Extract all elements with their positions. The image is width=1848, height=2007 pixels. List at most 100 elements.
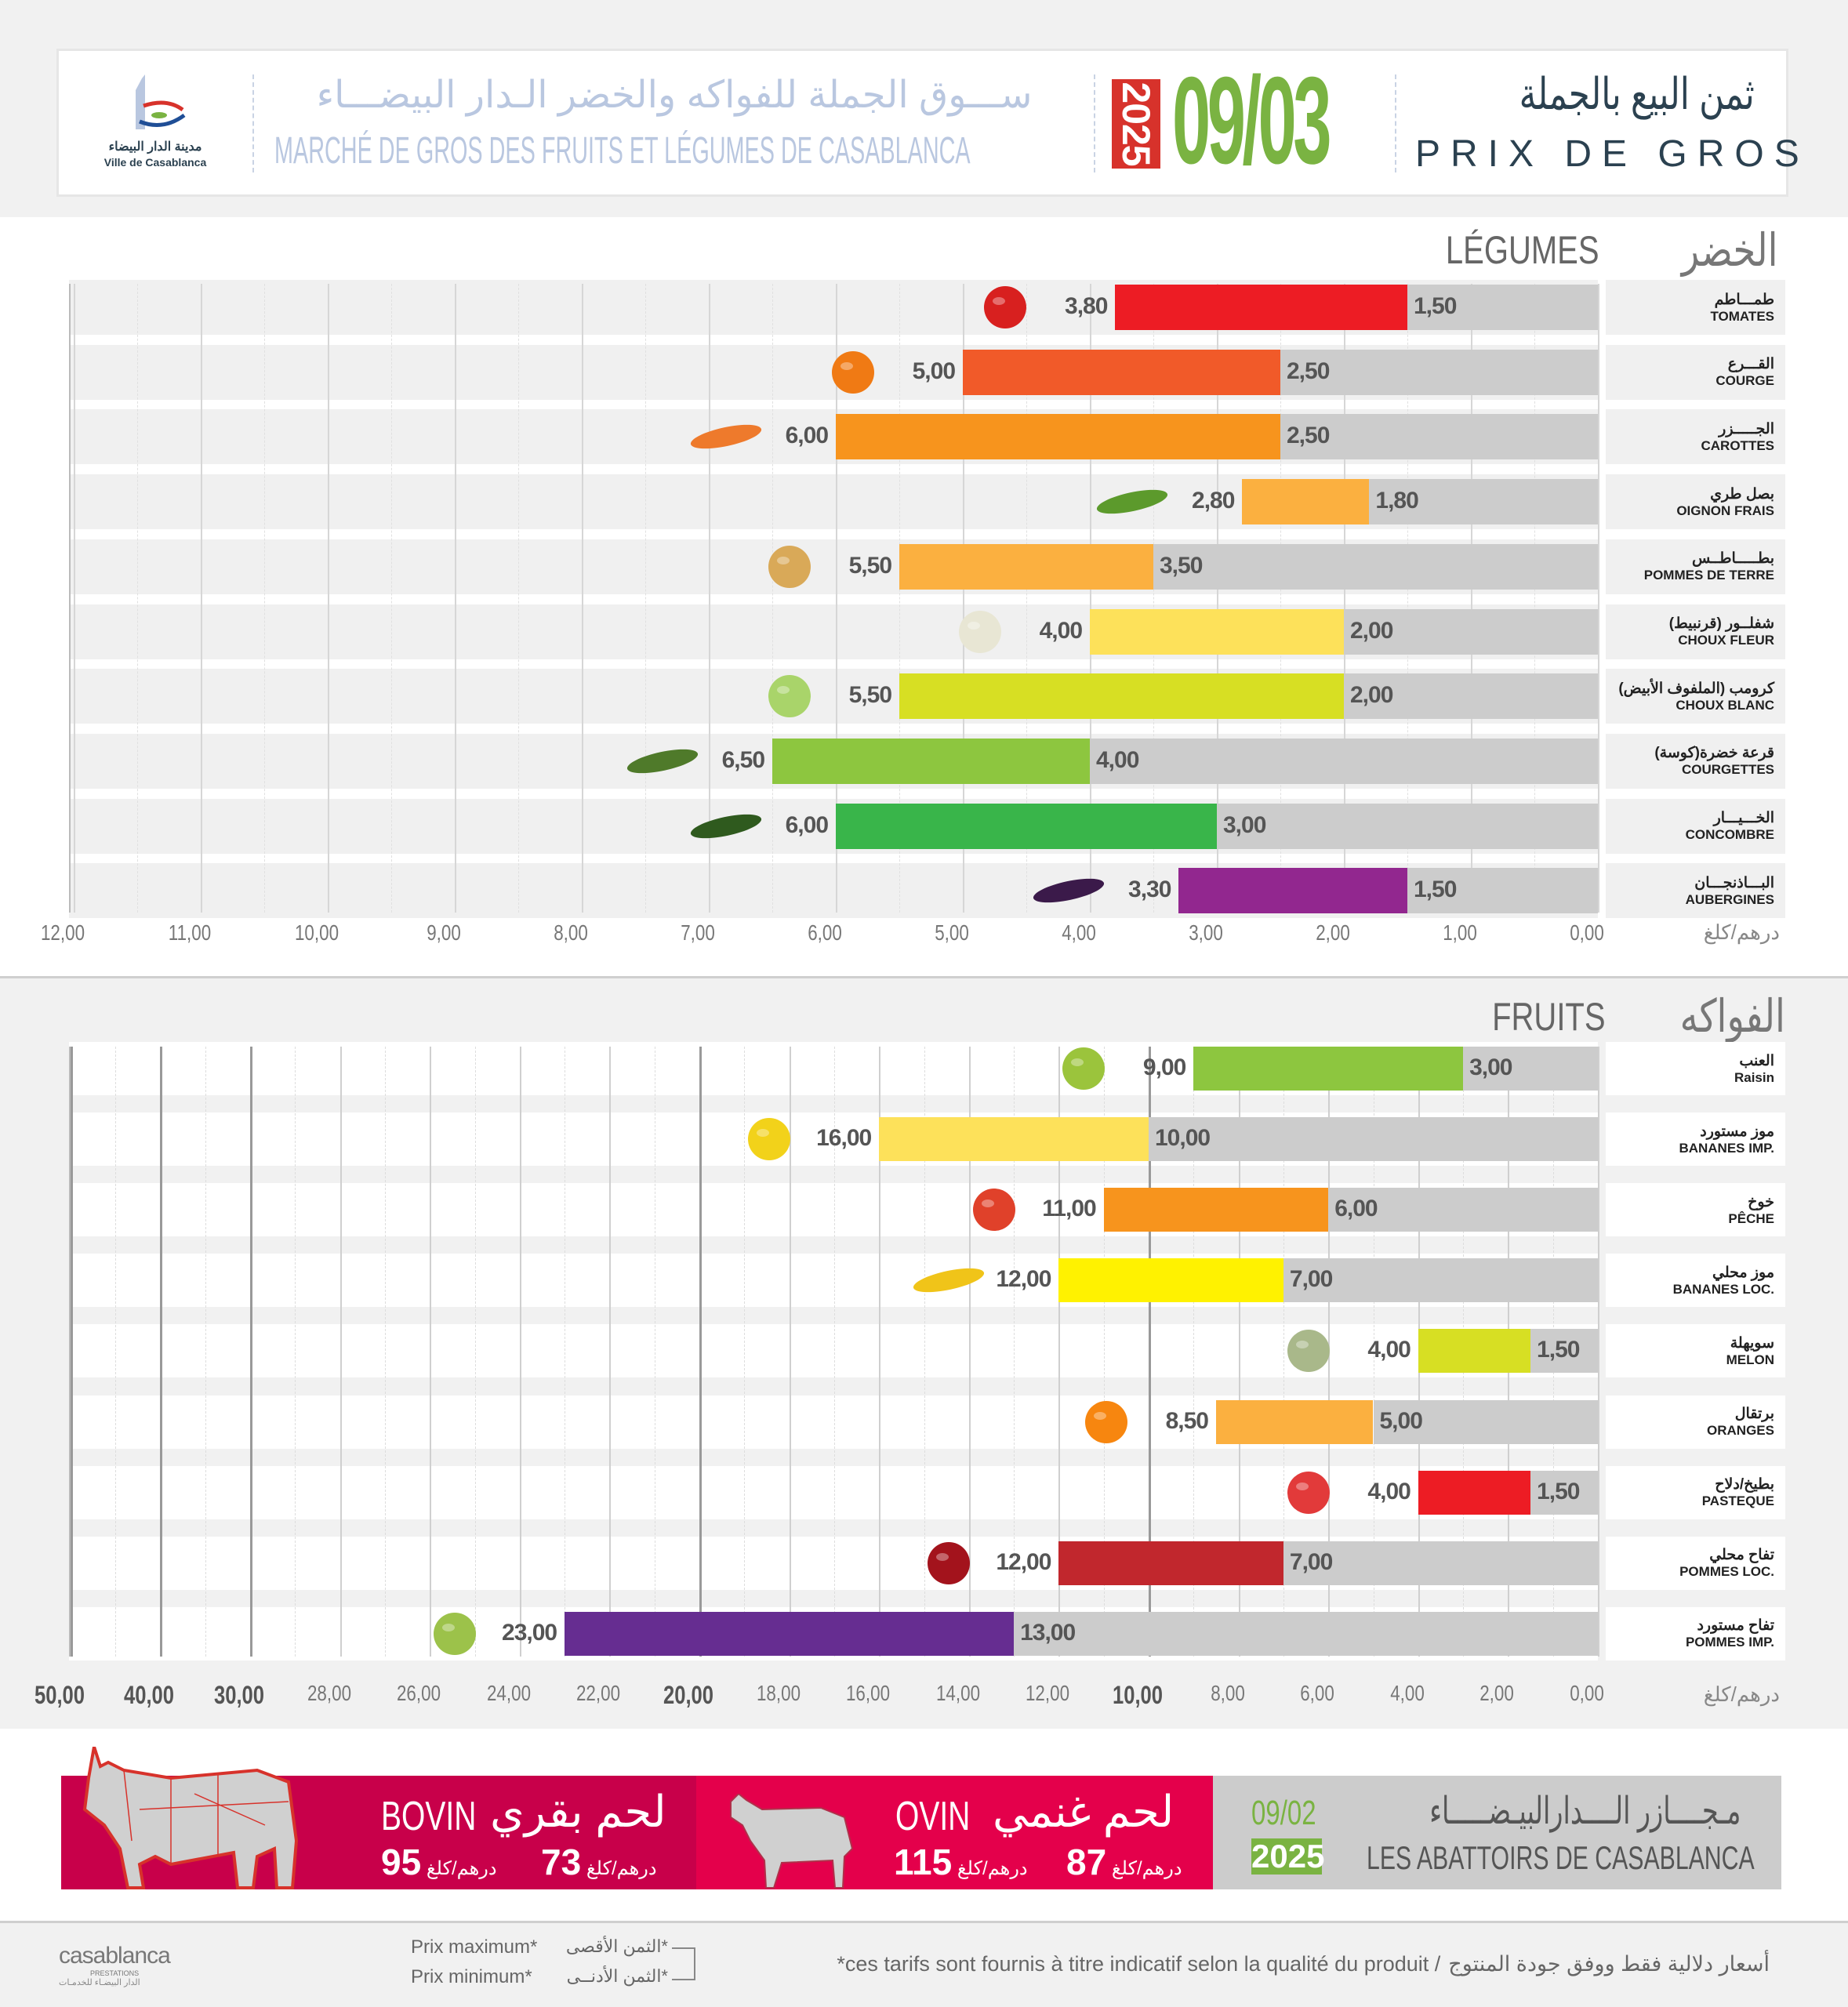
vegetables-unit: درهم/كلغ bbox=[1703, 920, 1780, 944]
min-price-label: 7,00 bbox=[1289, 1548, 1333, 1575]
gridline bbox=[1193, 1047, 1195, 1657]
price-range-bar bbox=[1090, 608, 1344, 655]
max-price-label: 16,00 bbox=[816, 1125, 872, 1152]
min-price-bar bbox=[1369, 479, 1598, 525]
tick-label: 1,00 bbox=[1443, 920, 1477, 945]
gridline bbox=[1280, 284, 1281, 913]
max-price-label: 3,30 bbox=[1128, 876, 1171, 903]
gridline bbox=[836, 284, 837, 913]
price-range-bar bbox=[1215, 1399, 1374, 1444]
tick-label: 8,00 bbox=[1210, 1681, 1245, 1705]
row-band bbox=[69, 1324, 1598, 1378]
gridline bbox=[1090, 284, 1091, 913]
ovin-label-french: OVIN bbox=[895, 1794, 971, 1839]
gridline bbox=[391, 284, 392, 913]
label-french: MELON bbox=[1726, 1352, 1774, 1367]
tick-label: 5,00 bbox=[935, 920, 969, 945]
banana-icon bbox=[909, 1257, 988, 1308]
bovin-price-max: درهم/كلغ 95 bbox=[381, 1841, 497, 1883]
city-emblem-icon bbox=[136, 74, 186, 129]
legend-min-arabic: *الثمن الأدنــى bbox=[566, 1966, 668, 1986]
disclaimer: *ces tarifs sont fournis à titre indicat… bbox=[719, 1952, 1770, 1976]
min-price-label: 3,00 bbox=[1223, 811, 1266, 838]
row-label: موز مستورد BANANES IMP. bbox=[1606, 1112, 1785, 1167]
price-range-bar bbox=[1103, 1188, 1329, 1232]
min-price-label: 13,00 bbox=[1020, 1619, 1076, 1646]
gridline bbox=[899, 284, 900, 913]
tick-label: 50,00 bbox=[34, 1681, 85, 1709]
min-price-label: 3,00 bbox=[1469, 1054, 1512, 1080]
tick-label: 4,00 bbox=[1062, 920, 1096, 945]
tomato-icon bbox=[966, 284, 1044, 335]
tick-label: 8,00 bbox=[554, 920, 588, 945]
label-french: PÊCHE bbox=[1728, 1210, 1774, 1226]
price-range-bar bbox=[772, 738, 1090, 784]
watermelon-icon bbox=[1269, 1469, 1348, 1520]
min-price-label: 3,50 bbox=[1160, 552, 1203, 579]
gridline bbox=[833, 1047, 835, 1657]
bananas-icon bbox=[730, 1116, 808, 1167]
gridline bbox=[1238, 1047, 1240, 1657]
label-french: CHOUX BLANC bbox=[1676, 697, 1774, 713]
divider bbox=[252, 74, 254, 172]
gridline bbox=[339, 1047, 342, 1657]
label-arabic: شفلــور (قرنبيط) bbox=[1668, 615, 1774, 632]
min-price-bar bbox=[1530, 1470, 1598, 1515]
max-price-label: 5,00 bbox=[912, 357, 956, 384]
label-arabic: سويهلة bbox=[1730, 1334, 1774, 1352]
gridline bbox=[205, 1047, 206, 1657]
max-price-label: 5,50 bbox=[848, 682, 892, 709]
row-label: القـــرع COURGE bbox=[1606, 344, 1785, 400]
min-price-bar bbox=[1149, 1117, 1598, 1162]
price-range-bar bbox=[879, 1117, 1149, 1162]
year-badge: 2025 bbox=[1112, 79, 1160, 169]
price-range-bar bbox=[836, 414, 1280, 460]
spring-onion-icon bbox=[1093, 478, 1171, 529]
row-label: موز محلي BANANES LOC. bbox=[1606, 1254, 1785, 1308]
row-label: الجـــــزر CAROTTES bbox=[1606, 409, 1785, 465]
zucchini-icon bbox=[623, 738, 702, 789]
peach-icon bbox=[955, 1186, 1033, 1237]
gridline bbox=[455, 284, 456, 913]
gridline bbox=[1471, 284, 1472, 913]
gridline bbox=[201, 284, 202, 913]
label-arabic: برتقال bbox=[1734, 1406, 1774, 1422]
label-arabic: تفاح مستورد bbox=[1697, 1617, 1774, 1635]
label-arabic: القـــرع bbox=[1727, 356, 1774, 373]
min-price-bar bbox=[1153, 543, 1598, 590]
min-price-label: 1,50 bbox=[1537, 1478, 1580, 1504]
gridline bbox=[609, 1047, 612, 1657]
legend-max-french: Prix maximum* bbox=[411, 1936, 538, 1958]
label-french: COURGETTES bbox=[1681, 762, 1774, 778]
row-label: طمـــاطم TOMATES bbox=[1606, 280, 1785, 335]
min-price-bar bbox=[1014, 1611, 1598, 1656]
min-price-bar bbox=[1373, 1399, 1598, 1444]
disclaimer-french: *ces tarifs sont fournis à titre indicat… bbox=[837, 1952, 1441, 1976]
max-price-label: 4,00 bbox=[1367, 1337, 1411, 1363]
gridline bbox=[645, 284, 646, 913]
label-french: TOMATES bbox=[1710, 308, 1774, 324]
label-arabic: بصل طري bbox=[1710, 485, 1774, 503]
label-french: POMMES IMP. bbox=[1685, 1635, 1774, 1650]
max-price-label: 6,00 bbox=[785, 811, 829, 838]
gridline bbox=[879, 1047, 881, 1657]
fruits-chart: 3,00 9,00 10,00 16,00 6,00 11,00 7,00 12,00 1,50… bbox=[69, 1042, 1599, 1660]
city-logo: مدينة الدار البيضاء Ville de Casablanca bbox=[96, 74, 214, 176]
min-price-label: 4,00 bbox=[1096, 746, 1139, 773]
max-price-label: 4,00 bbox=[1367, 1478, 1411, 1504]
tick-label: 6,00 bbox=[808, 920, 842, 945]
axis-line bbox=[69, 284, 71, 913]
eggplant-icon bbox=[1029, 867, 1108, 918]
tick-label: 30,00 bbox=[213, 1681, 265, 1709]
gridline bbox=[582, 284, 583, 913]
gridline bbox=[519, 1047, 521, 1657]
ovin-price-min: درهم/كلغ 87 bbox=[1066, 1841, 1182, 1883]
min-price-label: 2,00 bbox=[1350, 617, 1393, 644]
price-range-bar bbox=[1058, 1258, 1283, 1303]
tick-label: 40,00 bbox=[124, 1681, 175, 1709]
melon-icon bbox=[1269, 1327, 1348, 1378]
tick-label: 9,00 bbox=[427, 920, 461, 945]
label-arabic: قرعة خضرة(كوسة) bbox=[1654, 745, 1774, 762]
gridline bbox=[924, 1047, 925, 1657]
apple-icon bbox=[909, 1540, 988, 1591]
